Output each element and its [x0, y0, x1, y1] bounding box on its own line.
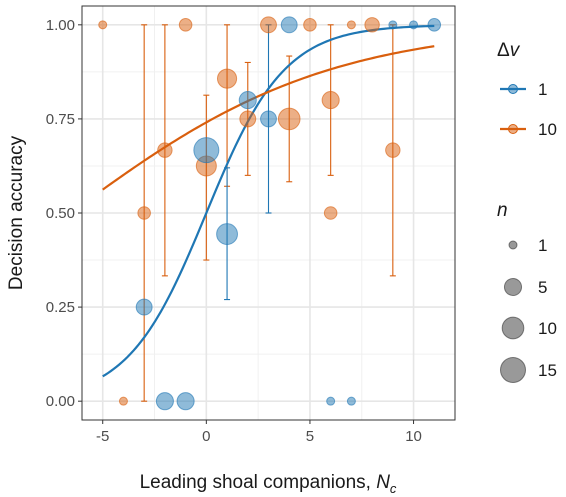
- legend-color: Δv 1 10: [497, 40, 557, 139]
- y-tick-label: 0.50: [46, 205, 75, 222]
- point-dv1: [155, 392, 174, 411]
- point-dv10: [239, 110, 257, 128]
- point-dv10: [321, 91, 340, 110]
- point-dv1: [176, 392, 195, 411]
- legend-size-point: [501, 316, 525, 340]
- x-axis-title-variable: N: [376, 472, 390, 493]
- x-tick-label: -5: [96, 428, 109, 445]
- y-tick-label: 0.75: [46, 111, 75, 128]
- x-tick-label: 0: [202, 428, 210, 445]
- y-tick-label: 0.25: [46, 299, 75, 316]
- x-axis-title-subscript: c: [390, 481, 397, 496]
- y-axis-title: Decision accuracy: [6, 135, 27, 290]
- legend-color-label: 10: [538, 120, 557, 139]
- legend-size-label: 10: [538, 319, 557, 338]
- point-dv10: [260, 16, 277, 34]
- point-dv10: [98, 20, 108, 30]
- point-dv1: [135, 298, 153, 316]
- point-dv10: [157, 142, 173, 158]
- point-dv1: [346, 396, 356, 406]
- point-dv1: [409, 20, 419, 30]
- point-dv1: [280, 16, 298, 34]
- legend-size-label: 1: [538, 236, 547, 255]
- legend-size-point: [500, 357, 526, 383]
- point-dv1: [427, 18, 442, 32]
- point-dv1: [216, 223, 238, 246]
- legend-color-title: Δv: [497, 40, 521, 61]
- legend-size-point: [508, 240, 518, 250]
- y-tick-label: 1.00: [46, 17, 75, 34]
- point-dv10: [323, 206, 338, 220]
- point-dv1: [388, 20, 398, 30]
- y-tick-label: 0.00: [46, 393, 75, 410]
- x-tick-label: 5: [306, 428, 314, 445]
- data-points: [98, 16, 442, 411]
- x-tick-label: 10: [405, 428, 422, 445]
- legend-size-point: [503, 277, 523, 297]
- point-dv1: [326, 396, 336, 406]
- point-dv10: [178, 18, 193, 32]
- point-dv10: [346, 20, 356, 30]
- x-axis: -5 0 5 10: [96, 420, 422, 445]
- legend-size-title: n: [497, 200, 508, 221]
- legend-color-label: 1: [538, 80, 547, 99]
- legend-color-point: [508, 84, 518, 94]
- point-dv1: [193, 137, 220, 164]
- fit-curve-dv1: [102, 24, 435, 378]
- x-axis-title: Leading shoal companions, Nc: [140, 472, 397, 496]
- point-dv10: [303, 18, 317, 32]
- point-dv1: [260, 110, 277, 128]
- legend-color-title-variable: v: [510, 40, 521, 61]
- point-dv10: [385, 142, 401, 158]
- point-dv10: [118, 396, 128, 406]
- point-dv10: [277, 107, 301, 131]
- point-dv10: [364, 17, 380, 33]
- legend-size-label: 5: [538, 278, 547, 297]
- y-axis: 0.00 0.25 0.50 0.75 1.00: [46, 17, 82, 410]
- point-dv10: [216, 68, 238, 89]
- x-axis-title-text: Leading shoal companions,: [140, 472, 377, 493]
- legend-color-title-symbol: Δ: [497, 40, 510, 61]
- point-dv1: [238, 91, 257, 110]
- legend-size-label: 15: [538, 361, 557, 380]
- legend-color-point: [508, 124, 518, 134]
- point-dv10: [137, 206, 151, 220]
